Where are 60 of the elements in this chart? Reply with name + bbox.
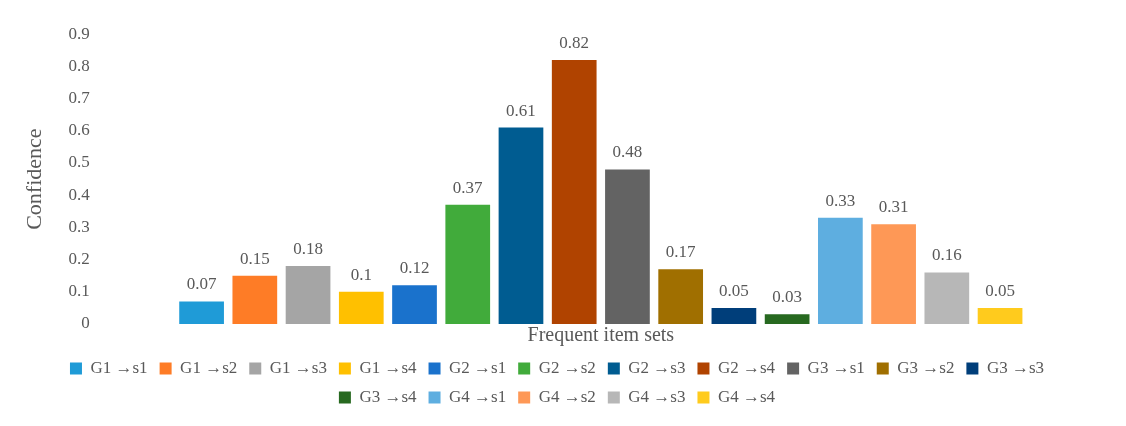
bar bbox=[285, 266, 331, 324]
data-label: 0.31 bbox=[878, 197, 909, 217]
data-label: 0.03 bbox=[772, 287, 803, 307]
bar bbox=[871, 224, 916, 324]
legend-label: G3 →s4 bbox=[359, 386, 418, 406]
y-tick-label: 0.2 bbox=[68, 249, 90, 269]
y-tick-label: 0.3 bbox=[68, 216, 90, 236]
legend-label: G2 →s4 bbox=[717, 357, 776, 377]
y-tick-label: 0 bbox=[81, 313, 90, 333]
data-label: 0.48 bbox=[612, 142, 643, 162]
legend-label: G2 →s2 bbox=[538, 357, 596, 377]
bar bbox=[498, 127, 544, 324]
legend-label: G1 →s1 bbox=[90, 357, 148, 377]
y-tick-label: 0.7 bbox=[68, 88, 91, 108]
y-tick-label: 0.9 bbox=[68, 23, 90, 43]
legend-label: G3 →s2 bbox=[897, 357, 955, 377]
bar bbox=[445, 204, 491, 324]
data-label: 0.61 bbox=[506, 100, 536, 120]
legend-label: G1 →s4 bbox=[359, 357, 418, 377]
legend-label: G3 →s1 bbox=[807, 357, 865, 377]
y-tick-label: 0.6 bbox=[68, 120, 90, 140]
data-label: 0.1 bbox=[350, 264, 372, 284]
data-label: 0.05 bbox=[985, 280, 1015, 300]
legend-label: G1 →s2 bbox=[180, 357, 238, 377]
bar bbox=[392, 285, 437, 324]
bar bbox=[658, 269, 704, 324]
y-axis-title: Confidence bbox=[20, 128, 46, 230]
bar bbox=[711, 307, 757, 324]
x-axis-title: Frequent item sets bbox=[527, 323, 675, 347]
legend-label: G4 →s4 bbox=[717, 386, 776, 406]
y-tick-label: 0.5 bbox=[68, 152, 90, 172]
data-label: 0.33 bbox=[825, 190, 856, 210]
data-label: 0.82 bbox=[559, 32, 590, 52]
data-label: 0.18 bbox=[293, 239, 323, 259]
data-label: 0.37 bbox=[452, 177, 484, 197]
bar bbox=[232, 275, 278, 324]
y-tick-label: 0.1 bbox=[68, 281, 90, 301]
data-label: 0.17 bbox=[665, 242, 697, 262]
bar bbox=[924, 272, 970, 324]
legend-label: G4 →s2 bbox=[538, 386, 596, 406]
legend-label: G4 →s3 bbox=[628, 386, 686, 406]
data-label: 0.15 bbox=[239, 248, 270, 268]
data-label: 0.07 bbox=[186, 274, 217, 294]
legend-label: G3 →s3 bbox=[986, 357, 1045, 377]
legend-label: G2 →s1 bbox=[449, 357, 507, 377]
y-tick-label: 0.4 bbox=[68, 184, 91, 204]
data-label: 0.16 bbox=[931, 245, 962, 265]
y-tick-label: 0.8 bbox=[68, 55, 90, 75]
legend-label: G4 →s1 bbox=[449, 386, 507, 406]
bar bbox=[338, 291, 384, 324]
bar bbox=[179, 301, 224, 324]
bar bbox=[551, 59, 597, 324]
legend-label: G1 →s3 bbox=[269, 357, 327, 377]
bar bbox=[764, 314, 810, 324]
bar bbox=[818, 217, 863, 324]
bar bbox=[977, 307, 1023, 324]
data-label: 0.12 bbox=[399, 258, 430, 278]
legend-label: G2 →s3 bbox=[628, 357, 686, 377]
bar bbox=[605, 169, 650, 324]
data-label: 0.05 bbox=[719, 280, 749, 300]
